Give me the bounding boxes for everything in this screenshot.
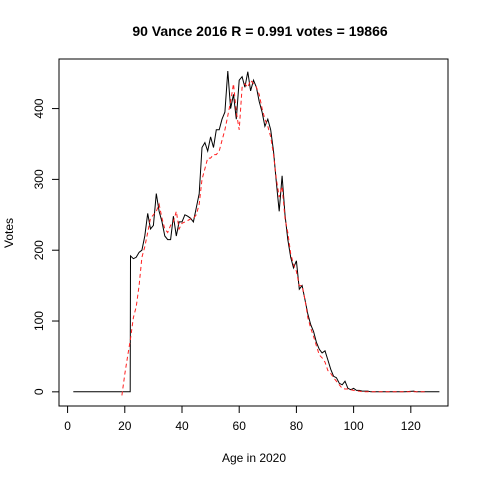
plot-frame — [59, 59, 448, 406]
y-tick-label: 0 — [32, 388, 46, 395]
x-tick-label: 40 — [175, 419, 189, 433]
x-tick-label: 20 — [118, 419, 132, 433]
x-tick-label: 80 — [290, 419, 304, 433]
x-axis-label: Age in 2020 — [222, 451, 286, 465]
chart-title: 90 Vance 2016 R = 0.991 votes = 19866 — [132, 23, 388, 39]
x-tick-label: 60 — [233, 419, 247, 433]
y-tick-label: 300 — [32, 169, 46, 189]
x-tick-label: 100 — [344, 419, 364, 433]
x-tick-label: 0 — [64, 419, 71, 433]
y-tick-label: 200 — [32, 240, 46, 260]
y-axis-label: Votes — [2, 218, 16, 248]
x-axis: 0 20 40 60 80 100 120 — [64, 406, 421, 433]
series-line-dashed — [122, 80, 425, 395]
plot-area — [73, 71, 439, 395]
y-tick-label: 100 — [32, 311, 46, 331]
series-line-solid — [73, 71, 439, 392]
y-axis: 0 100 200 300 400 — [32, 98, 59, 395]
y-tick-label: 400 — [32, 98, 46, 118]
x-tick-label: 120 — [401, 419, 421, 433]
